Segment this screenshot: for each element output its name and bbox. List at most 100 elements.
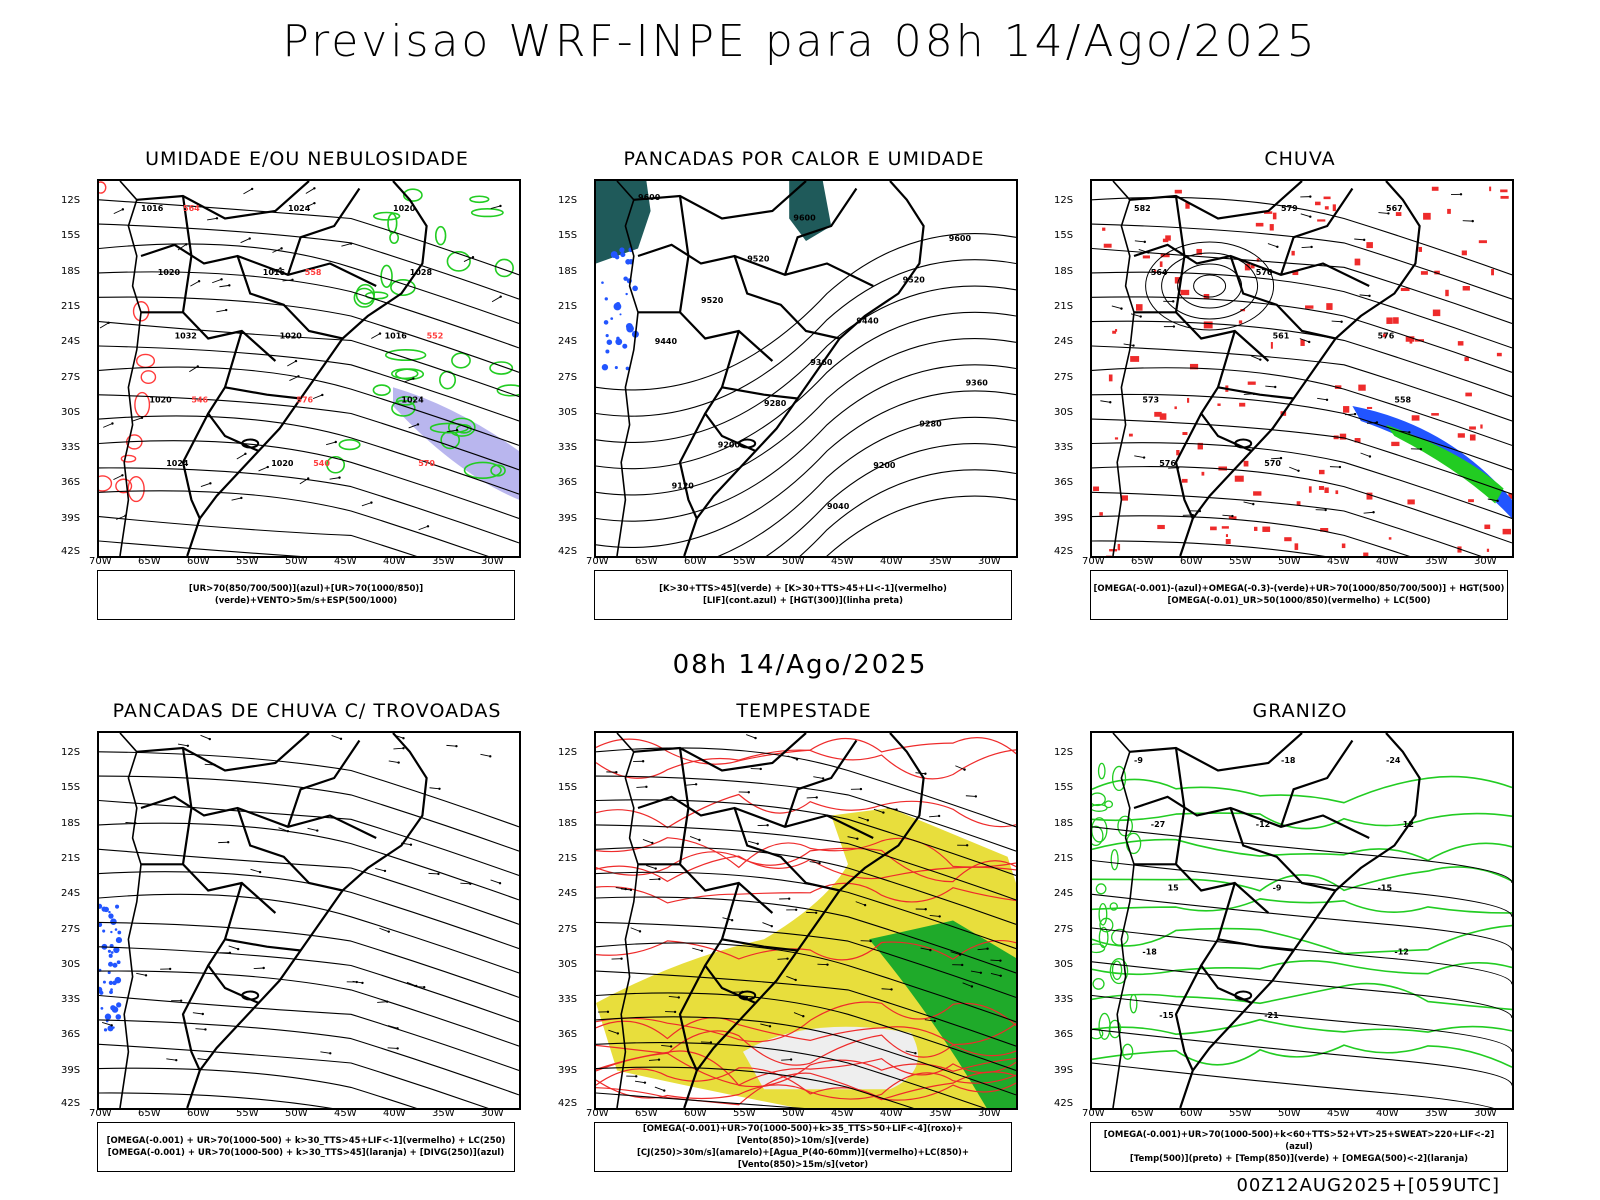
- wind-vector-head: [882, 811, 885, 814]
- longitude-tick-label: 45W: [1327, 556, 1350, 567]
- wind-vector: [634, 1080, 645, 1084]
- teal-area: [596, 181, 651, 264]
- latitude-tick-label: 18S: [558, 265, 578, 277]
- rain-cell: [1264, 211, 1273, 214]
- red-contour: [596, 1067, 1016, 1101]
- rain-cell: [1432, 309, 1441, 317]
- wind-vector: [793, 1012, 804, 1017]
- green-contour: [1117, 815, 1133, 837]
- wind-vector-head: [140, 416, 144, 420]
- longitude-tick-label: 65W: [1131, 556, 1154, 567]
- wind-vector-head: [228, 951, 232, 955]
- latitude-tick-label: 39S: [61, 1064, 81, 1076]
- wind-vector-head: [111, 422, 114, 425]
- wind-vector-head: [266, 465, 269, 469]
- wind-vector-head: [1338, 465, 1342, 469]
- latitude-tick-label: 15S: [61, 782, 81, 794]
- wind-vector-head: [709, 1041, 713, 1044]
- green-contour: [1098, 926, 1109, 949]
- rain-cell: [1254, 526, 1258, 531]
- state-border: [1174, 412, 1203, 519]
- green-contour: [446, 251, 471, 272]
- wind-vector-head: [641, 760, 645, 763]
- wind-vector-head: [658, 877, 661, 881]
- wind-vector-head: [654, 867, 657, 870]
- east-coastline: [1179, 733, 1421, 1108]
- state-border: [1229, 255, 1336, 340]
- longitude-tick-label: 70W: [1082, 556, 1105, 567]
- blue-cell: [112, 962, 118, 968]
- contour-label: 546: [191, 395, 208, 404]
- wind-vector-head: [794, 908, 798, 911]
- legend-text: [OMEGA(-0.001)+UR>70(1000-500)+k<60+TTS>…: [1103, 1130, 1495, 1152]
- wind-vector-head: [1368, 455, 1372, 458]
- wind-vector-head: [204, 1028, 207, 1031]
- blue-cell: [110, 918, 117, 925]
- wind-vector-head: [1276, 245, 1279, 249]
- rain-cell: [1457, 433, 1465, 438]
- latitude-tick-label: 21S: [1054, 300, 1074, 312]
- green-contour: [402, 188, 423, 202]
- wind-vector-head: [629, 888, 633, 892]
- red-contour: [596, 1072, 1016, 1100]
- wind-vector: [636, 786, 647, 788]
- rain-cell: [1388, 537, 1392, 540]
- longitude-tick-label: 40W: [880, 1108, 903, 1119]
- rain-cell: [1469, 426, 1476, 430]
- wind-vector: [990, 959, 1001, 962]
- wind-vector-head: [396, 1047, 399, 1050]
- rain-cell: [1239, 402, 1246, 407]
- contour-label: 9440: [856, 317, 879, 326]
- contour-label: 12: [1403, 820, 1414, 829]
- rain-cell: [1114, 437, 1119, 440]
- streamline: [99, 1043, 489, 1108]
- latitude-tick-label: 39S: [558, 512, 578, 524]
- wind-vector-head: [786, 957, 789, 960]
- rain-cell: [1315, 201, 1321, 206]
- wind-vector: [905, 1050, 916, 1054]
- red-contour: [596, 793, 1016, 829]
- wind-vector-head: [455, 428, 459, 432]
- wind-vector: [166, 1058, 177, 1061]
- rain-cell: [1221, 526, 1229, 529]
- rain-cell: [1478, 240, 1487, 244]
- wind-vector: [320, 1051, 331, 1054]
- rain-cell: [1320, 528, 1329, 532]
- streamline: [596, 942, 1016, 1023]
- contour-label: 1020: [149, 395, 172, 404]
- streamline: [99, 751, 519, 828]
- green-contour: [1097, 762, 1106, 780]
- streamline: [99, 1067, 418, 1108]
- rain-cell: [1187, 397, 1190, 403]
- contour-line: [1092, 345, 1512, 422]
- wind-vector: [240, 238, 250, 244]
- wind-vector-head: [974, 795, 978, 798]
- east-coastline: [186, 181, 428, 556]
- longitude-tick-label: 45W: [831, 1108, 854, 1119]
- longitude-tick-label: 35W: [432, 1108, 455, 1119]
- green-contour: [394, 368, 425, 381]
- legend-box: [OMEGA(-0.001) + UR>70(1000-500) + k>30_…: [97, 1122, 515, 1172]
- wind-vector: [962, 982, 973, 987]
- longitude-tick-label: 65W: [138, 1108, 161, 1119]
- wind-vector-head: [258, 870, 262, 874]
- blue-cell: [107, 949, 111, 953]
- wind-vector: [1299, 338, 1310, 343]
- contour-line: [1092, 540, 1326, 556]
- contour-line: [799, 469, 1016, 556]
- contour-label: -24: [1386, 756, 1401, 765]
- rain-cell: [1185, 202, 1190, 209]
- contour-label: 1020: [271, 459, 294, 468]
- rain-cell: [1154, 411, 1162, 417]
- blue-cell: [108, 910, 111, 914]
- wind-vector: [491, 296, 501, 303]
- wind-vector-head: [802, 1015, 805, 1018]
- green-contour: [1111, 960, 1123, 981]
- wind-vector: [1134, 240, 1145, 243]
- wind-vector-head: [1120, 307, 1123, 310]
- blue-cell: [601, 281, 604, 284]
- wind-vector-head: [961, 963, 964, 967]
- longitude-tick-label: 50W: [782, 1108, 805, 1119]
- contour-line: [1092, 1028, 1512, 1086]
- blue-cell: [111, 1006, 119, 1013]
